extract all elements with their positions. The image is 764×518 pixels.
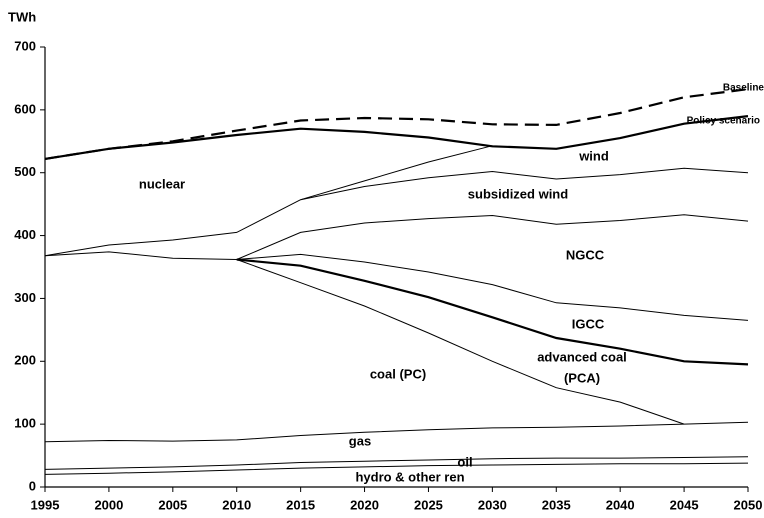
series-line (44, 88, 749, 160)
x-tick-label: 2040 (606, 497, 635, 512)
series-line (44, 456, 749, 470)
series-label: Policy scenario (687, 116, 760, 127)
y-tick-label: 400 (14, 227, 36, 242)
y-tick-label: 100 (14, 416, 36, 431)
x-tick-label: 2020 (350, 497, 379, 512)
region-label: advanced coal (537, 349, 627, 364)
region-label: nuclear (139, 176, 185, 191)
region-label: wind (578, 148, 609, 163)
region-label: IGCC (572, 316, 605, 331)
x-tick-label: 1995 (31, 497, 60, 512)
x-tick-label: 2010 (222, 497, 251, 512)
x-tick-label: 2050 (734, 497, 763, 512)
y-tick-label: 500 (14, 164, 36, 179)
y-tick-label: 700 (14, 38, 36, 53)
series-line (236, 258, 749, 366)
series-line (44, 462, 749, 475)
region-label: gas (349, 433, 371, 448)
series-line (44, 251, 237, 260)
region-label: NGCC (566, 247, 605, 262)
region-label: coal (PC) (370, 366, 426, 381)
region-label: oil (457, 454, 472, 469)
x-tick-label: 2000 (94, 497, 123, 512)
y-axis-label: TWh (8, 9, 36, 24)
x-tick-label: 2035 (542, 497, 571, 512)
series-line (300, 167, 749, 201)
region-label: hydro & other ren (355, 469, 464, 484)
x-tick-label: 2005 (158, 497, 187, 512)
series-line (44, 115, 749, 160)
series-line (236, 214, 749, 260)
series-label: Baseline (723, 83, 764, 94)
series-line (236, 259, 685, 425)
y-tick-label: 200 (14, 353, 36, 368)
region-label: subsidized wind (468, 186, 568, 201)
y-tick-label: 300 (14, 290, 36, 305)
series-line (44, 199, 301, 257)
y-tick-label: 600 (14, 101, 36, 116)
x-tick-label: 2015 (286, 497, 315, 512)
series-line (236, 253, 749, 321)
y-tick-label: 0 (29, 478, 36, 493)
series-line (44, 421, 749, 443)
series-line (300, 145, 493, 201)
x-tick-label: 2025 (414, 497, 443, 512)
region-label: (PCA) (564, 370, 600, 385)
x-tick-label: 2045 (670, 497, 699, 512)
x-tick-label: 2030 (478, 497, 507, 512)
